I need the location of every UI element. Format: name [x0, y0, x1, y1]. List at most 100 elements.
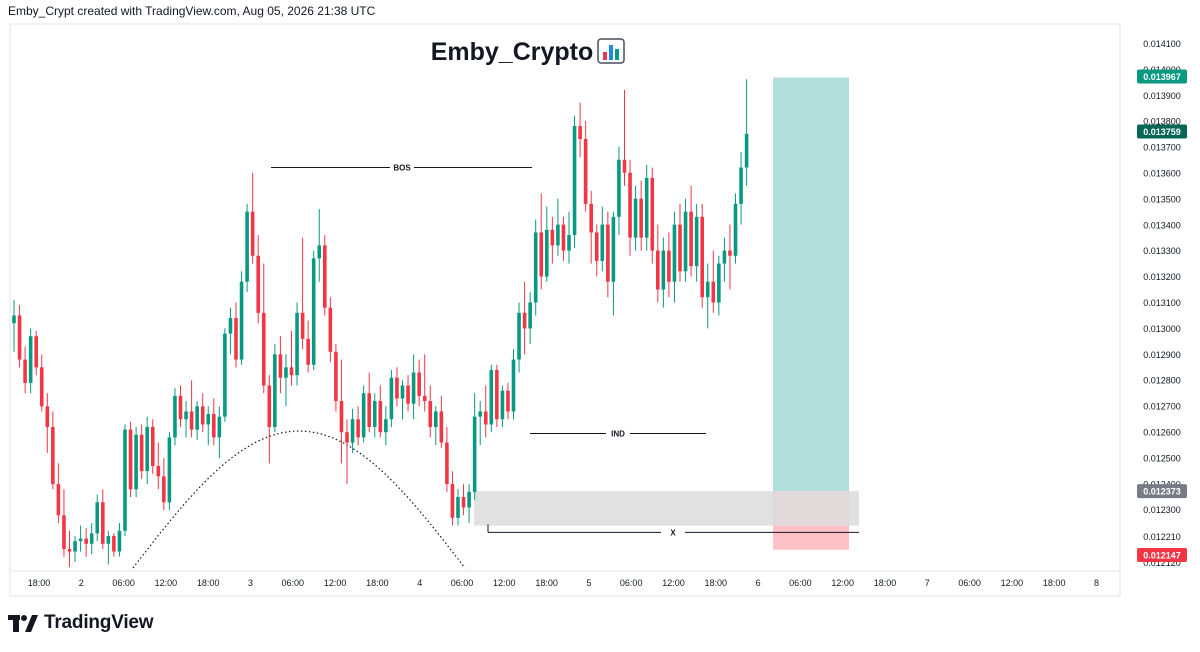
- candle-body: [228, 318, 233, 334]
- candle-body: [561, 224, 566, 251]
- time-axis[interactable]: 18:00 2 06:00 12:00 18:00 3 06:00 12:00 18:00 4 06…: [28, 578, 1099, 588]
- zones-layer: [132, 77, 859, 569]
- chart-frame: [9, 23, 1121, 597]
- candle-body: [128, 429, 133, 490]
- price-label-badge: [1137, 548, 1187, 562]
- tradingview-footer[interactable]: TradingView: [8, 612, 154, 634]
- candle-body: [456, 497, 460, 518]
- candle-body: [284, 367, 288, 378]
- support-zone[interactable]: [474, 491, 859, 526]
- candle-body: [167, 437, 172, 503]
- candle-body: [705, 281, 710, 298]
- candle-body: [323, 245, 327, 308]
- time-tick-label: 12:00: [831, 578, 854, 588]
- candle-body: [372, 401, 377, 428]
- chart-title-group: Emby_Crypto: [431, 38, 625, 66]
- candle-body: [689, 211, 693, 267]
- candle-body: [500, 390, 505, 420]
- candle-body: [134, 434, 138, 490]
- candle-body: [678, 224, 682, 272]
- time-tick-label: 12:00: [493, 578, 516, 588]
- candle-body: [617, 159, 621, 217]
- candle-body: [173, 395, 177, 438]
- time-tick-label: 06:00: [958, 578, 981, 588]
- candle-body: [234, 318, 238, 360]
- candle-body: [89, 533, 94, 544]
- price-label-badge: [1137, 69, 1187, 84]
- price-tick-label: 0.012600: [1143, 428, 1181, 438]
- candle-body: [711, 281, 716, 303]
- chart-title: Emby_Crypto: [431, 38, 594, 66]
- candle-body: [628, 172, 632, 238]
- candle-body: [633, 198, 638, 238]
- candle-body: [506, 390, 510, 412]
- candle-body: [67, 548, 72, 552]
- time-tick-label: 12:00: [1001, 578, 1024, 588]
- candle-body: [517, 312, 521, 360]
- time-tick-label: 12:00: [155, 578, 178, 588]
- time-tick-label: 18:00: [705, 578, 728, 588]
- candle-body: [206, 414, 211, 425]
- candle-body: [472, 416, 477, 492]
- candle-body: [289, 367, 294, 376]
- time-tick-label: 7: [925, 578, 930, 588]
- candle-body: [217, 416, 222, 438]
- time-tick-label: 18:00: [366, 578, 389, 588]
- price-label-value: 0.012147: [1143, 551, 1181, 561]
- candle-body: [162, 476, 166, 503]
- candle-body: [589, 203, 593, 233]
- candle-body: [600, 224, 605, 261]
- candle-body: [483, 411, 488, 425]
- time-tick-label: 18:00: [28, 578, 51, 588]
- time-tick-label: 6: [756, 578, 761, 588]
- price-tick-label: 0.013000: [1143, 324, 1181, 334]
- candle-body: [350, 419, 355, 443]
- target-zone[interactable]: [773, 77, 849, 492]
- candle-body: [267, 385, 272, 428]
- candle-body: [106, 536, 111, 544]
- time-tick-label: 06:00: [451, 578, 474, 588]
- candle-body: [295, 312, 299, 376]
- candle-body: [672, 224, 677, 282]
- candle-body: [250, 211, 255, 256]
- price-label-badge: [1137, 484, 1187, 499]
- candle-body: [39, 367, 44, 407]
- candle-body: [328, 307, 333, 352]
- candle-body: [256, 255, 260, 313]
- candle-body: [550, 229, 555, 246]
- candle-body: [212, 414, 216, 438]
- candle-body: [717, 263, 721, 303]
- candle-body: [339, 401, 344, 433]
- tradingview-logo-icon: [8, 615, 38, 632]
- price-tick-label: 0.014100: [1143, 39, 1181, 49]
- candle-body: [51, 427, 55, 485]
- candle-body: [139, 434, 144, 472]
- candle-body: [744, 133, 749, 168]
- candle-body: [611, 216, 616, 282]
- annotations-layer: BOS IND X: [271, 164, 859, 537]
- price-tick-label: 0.013200: [1143, 272, 1181, 282]
- candle-body: [545, 229, 549, 277]
- time-tick-label: 06:00: [620, 578, 643, 588]
- price-label-value: 0.013967: [1143, 72, 1181, 82]
- candle-body: [661, 250, 666, 290]
- candle-body: [439, 411, 444, 443]
- candle-body: [639, 198, 643, 238]
- price-labels-layer: 0.013967 0.013759 0.012373 0.012147: [1137, 69, 1187, 562]
- candle-body: [739, 167, 743, 204]
- candle-body: [306, 338, 310, 365]
- candle-body: [73, 541, 77, 552]
- candle-body: [200, 406, 205, 425]
- candle-body: [411, 372, 416, 404]
- price-label-badge: [1137, 124, 1187, 139]
- candle-body: [422, 395, 427, 402]
- candle-body: [489, 369, 494, 425]
- time-tick-label: 18:00: [874, 578, 897, 588]
- rounding-arc: [132, 430, 466, 569]
- candle-body: [34, 336, 38, 368]
- candle-body: [117, 530, 122, 552]
- candle-body: [511, 359, 516, 412]
- candle-body: [384, 419, 388, 433]
- candle-body: [583, 139, 588, 204]
